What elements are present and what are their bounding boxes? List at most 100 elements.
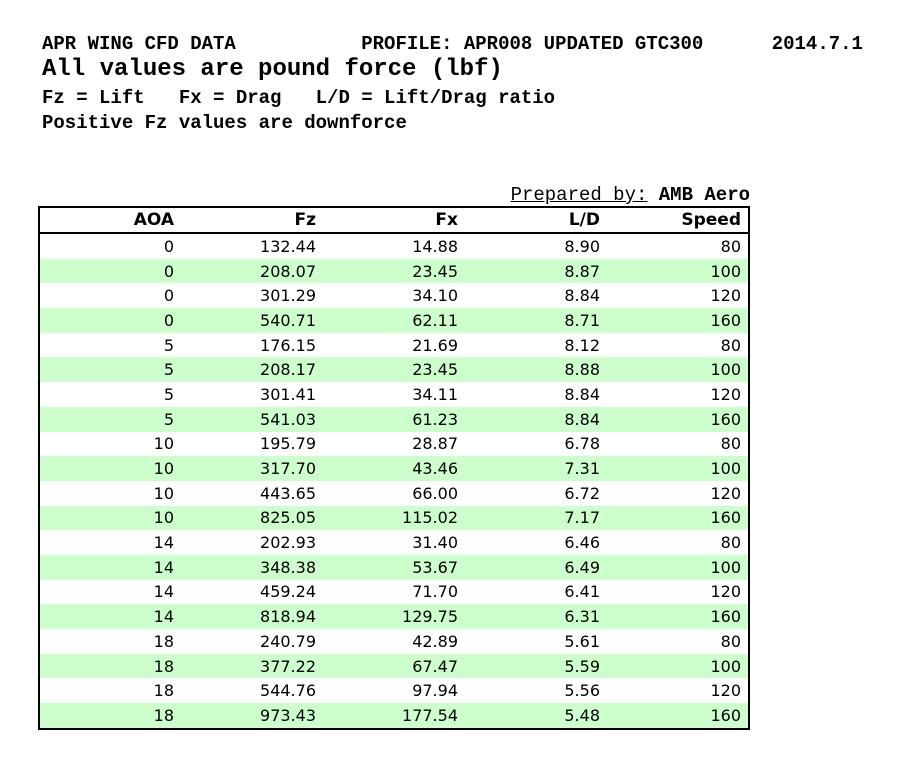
- table-row: 14 202.93 31.40 6.46 80: [39, 530, 749, 555]
- column-header-speed: Speed: [607, 207, 749, 234]
- cell-ld: 8.90: [564, 236, 600, 256]
- table-row: 18 544.76 97.94 5.56 120: [39, 678, 749, 704]
- table-row: 0 208.07 23.45 8.87 100: [39, 258, 749, 284]
- cell-speed: 120: [710, 286, 741, 306]
- cell-ld: 6.72: [564, 483, 600, 503]
- column-header-aoa: AOA: [39, 207, 181, 234]
- cell-fz: 973.43: [260, 705, 316, 725]
- table-row: 18 973.43 177.54 5.48 160: [39, 703, 749, 729]
- table-row: 14 818.94 129.75 6.31 160: [39, 604, 749, 629]
- table-row: 10 825.05 115.02 7.17 160: [39, 505, 749, 531]
- cell-fz: 301.41: [260, 384, 316, 404]
- cell-fx: 61.23: [412, 409, 458, 429]
- table-row: 14 459.24 71.70 6.41 120: [39, 579, 749, 605]
- cell-ld: 6.49: [564, 557, 600, 577]
- cell-fx: 67.47: [412, 656, 458, 676]
- cell-fz: 377.22: [260, 656, 316, 676]
- cell-fx: 62.11: [412, 310, 458, 330]
- cell-speed: 160: [710, 508, 741, 528]
- cell-aoa: 14: [153, 533, 174, 553]
- prepared-by: Prepared by: AMB Aero: [511, 184, 750, 206]
- cell-fz: 443.65: [260, 483, 316, 503]
- cell-fx: 71.70: [412, 582, 458, 602]
- cell-aoa: 18: [153, 681, 174, 701]
- cell-speed: 80: [720, 631, 741, 651]
- cell-speed: 160: [710, 607, 741, 627]
- cell-fx: 177.54: [402, 705, 458, 725]
- table-row: 0 540.71 62.11 8.71 160: [39, 308, 749, 333]
- cell-ld: 8.71: [564, 310, 600, 330]
- cell-aoa: 0: [163, 286, 174, 306]
- cell-ld: 6.46: [564, 533, 600, 553]
- cell-fx: 53.67: [412, 557, 458, 577]
- cell-aoa: 18: [153, 705, 174, 725]
- cell-fz: 202.93: [260, 533, 316, 553]
- cell-speed: 120: [710, 384, 741, 404]
- cell-aoa: 18: [153, 631, 174, 651]
- cell-fz: 208.17: [260, 360, 316, 380]
- cell-fz: 132.44: [260, 236, 316, 256]
- legend-definitions-line: Fz = Lift Fx = Drag L/D = Lift/Drag rati…: [42, 87, 556, 109]
- cell-aoa: 5: [163, 409, 174, 429]
- cell-speed: 120: [710, 483, 741, 503]
- cfd-data-table: AOA Fz Fx L/D Speed 0 132.44 14.88 8.90 80 0 2…: [38, 206, 750, 730]
- table-row: 14 348.38 53.67 6.49 100: [39, 554, 749, 580]
- cell-aoa: 14: [153, 557, 174, 577]
- cell-fx: 42.89: [412, 631, 458, 651]
- cell-fz: 301.29: [260, 286, 316, 306]
- column-header-fz: Fz: [181, 207, 323, 234]
- cell-aoa: 5: [163, 384, 174, 404]
- cell-ld: 8.84: [564, 286, 600, 306]
- cell-fz: 348.38: [260, 557, 316, 577]
- cell-aoa: 14: [153, 607, 174, 627]
- cell-speed: 160: [710, 409, 741, 429]
- cell-ld: 8.84: [564, 409, 600, 429]
- column-header-fx: Fx: [323, 207, 465, 234]
- cell-speed: 160: [710, 705, 741, 725]
- table-row: 10 317.70 43.46 7.31 100: [39, 456, 749, 481]
- cell-aoa: 10: [153, 508, 174, 528]
- cell-speed: 100: [710, 656, 741, 676]
- cell-fz: 208.07: [260, 261, 316, 281]
- cell-ld: 6.78: [564, 434, 600, 454]
- cell-ld: 5.61: [564, 631, 600, 651]
- cell-fz: 544.76: [260, 681, 316, 701]
- cell-speed: 80: [720, 236, 741, 256]
- cell-fz: 317.70: [260, 459, 316, 479]
- cell-fx: 43.46: [412, 459, 458, 479]
- cell-ld: 8.84: [564, 384, 600, 404]
- cell-fx: 66.00: [412, 483, 458, 503]
- report-title-line: APR WING CFD DATA PROFILE: APR008 UPDATE…: [42, 33, 863, 55]
- cell-fz: 818.94: [260, 607, 316, 627]
- cell-fx: 115.02: [402, 508, 458, 528]
- cell-fx: 97.94: [412, 681, 458, 701]
- column-header-ld: L/D: [465, 207, 607, 234]
- prepared-by-label: Prepared by:: [510, 184, 648, 206]
- cell-aoa: 18: [153, 656, 174, 676]
- table-row: 18 240.79 42.89 5.61 80: [39, 629, 749, 654]
- cell-aoa: 0: [163, 310, 174, 330]
- cell-speed: 80: [720, 434, 741, 454]
- cell-ld: 6.31: [564, 607, 600, 627]
- table-row: 10 443.65 66.00 6.72 120: [39, 480, 749, 506]
- cell-fz: 540.71: [260, 310, 316, 330]
- cell-fx: 28.87: [412, 434, 458, 454]
- cell-fx: 129.75: [402, 607, 458, 627]
- table-row: 0 132.44 14.88 8.90 80: [39, 233, 749, 259]
- cell-aoa: 10: [153, 459, 174, 479]
- units-note-line: All values are pound force (lbf): [42, 56, 503, 83]
- cell-speed: 120: [710, 681, 741, 701]
- cell-fz: 825.05: [260, 508, 316, 528]
- cell-fx: 34.11: [412, 384, 458, 404]
- cell-aoa: 10: [153, 434, 174, 454]
- prepared-by-value: AMB Aero: [658, 184, 750, 206]
- cell-aoa: 10: [153, 483, 174, 503]
- cell-aoa: 14: [153, 582, 174, 602]
- cell-aoa: 5: [163, 360, 174, 380]
- table-row: 5 176.15 21.69 8.12 80: [39, 332, 749, 358]
- table-row: 5 541.03 61.23 8.84 160: [39, 406, 749, 432]
- cell-speed: 160: [710, 310, 741, 330]
- cell-ld: 8.87: [564, 261, 600, 281]
- cell-speed: 120: [710, 582, 741, 602]
